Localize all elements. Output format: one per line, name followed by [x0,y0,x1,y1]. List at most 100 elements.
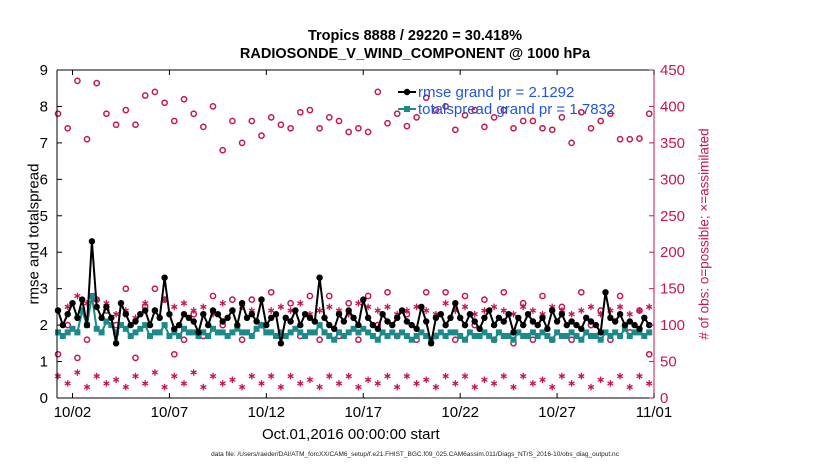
assimilated-obs-marker [423,307,430,314]
x-tick-label: 10/22 [441,404,479,421]
assimilated-obs-marker [287,372,294,380]
totalspread-point [316,322,323,329]
possible-obs-marker [510,124,517,132]
y-right-tick-label: 300 [660,171,685,188]
legend-spread-label: totalspread grand pr = 1.7832 [418,101,615,118]
rmse-point [326,321,333,329]
x-tick-label: 10/07 [151,404,189,421]
totalspread-point [122,325,129,332]
assimilated-obs-marker [403,372,411,380]
rmse-point [602,289,609,296]
totalspread-point [137,325,144,332]
totalspread-point [98,329,105,336]
possible-obs-marker [568,139,575,147]
rmse-point [64,311,71,318]
possible-obs-marker [471,106,479,114]
assimilated-obs-stroke [190,370,197,375]
totalspread-point [573,333,580,339]
assimilated-obs-marker [384,372,391,380]
y-left-tick-label: 6 [40,171,48,188]
assimilated-obs-stroke [578,373,585,379]
assimilated-obs-marker [238,383,246,391]
assimilated-obs-stroke [384,373,391,379]
assimilated-obs-stroke [267,308,275,313]
possible-obs-marker [190,110,198,118]
totalspread-point [602,329,609,336]
rmse-point [626,318,633,325]
assimilated-obs-marker [442,299,449,307]
assimilated-obs-stroke [645,381,653,386]
totalspread-point [287,329,294,336]
rmse-point [505,311,512,318]
totalspread-point [471,333,478,339]
rmse-point [132,318,139,325]
rmse-point [427,340,435,347]
assimilated-obs-stroke [171,304,178,310]
possible-obs-marker [248,296,256,303]
assimilated-obs-marker [481,376,488,384]
possible-obs-marker [539,124,546,132]
rmse-point [117,300,125,307]
totalspread-point [350,325,357,332]
rmse-point [369,321,377,329]
totalspread-point [88,293,95,299]
y-right-tick-label: 250 [660,208,685,225]
assimilated-obs-marker [326,303,333,311]
rmse-point [171,325,178,332]
possible-obs-marker [199,123,207,131]
possible-obs-marker [442,288,449,296]
assimilated-obs-marker [180,380,188,387]
possible-obs-marker [345,299,353,307]
rmse-point [466,311,474,318]
totalspread-point [607,333,614,339]
totalspread-point [224,333,231,339]
rmse-point [457,314,464,321]
totalspread-point [331,336,338,343]
possible-obs-marker [636,135,643,142]
totalspread-point [229,329,236,336]
rmse-point [224,314,231,321]
rmse-point [122,311,129,318]
x-tick-label: 10/27 [538,404,576,421]
rmse-point [258,296,265,303]
totalspread-point [500,333,507,339]
rmse-point [234,321,241,329]
rmse-point [335,311,343,318]
assimilated-obs-marker [364,376,372,384]
rmse-point [534,321,541,329]
rmse-point [524,311,532,318]
assimilated-obs-marker [151,369,159,376]
y-right-tick-label: 0 [660,390,668,407]
possible-obs-marker [74,354,81,362]
totalspread-point [486,333,493,339]
rmse-point [583,314,590,321]
assimilated-obs-stroke [64,381,71,386]
totalspread-point [253,325,260,332]
totalspread-point [64,329,71,336]
totalspread-point [306,329,313,336]
totalspread-point [394,333,401,339]
rmse-point [54,307,62,314]
rmse-point [408,321,415,329]
totalspread-point [156,329,163,336]
assimilated-obs-marker [219,299,226,307]
totalspread-point [55,329,61,336]
assimilated-obs-stroke [161,384,168,390]
possible-obs-marker [607,110,614,118]
assimilated-obs-marker [423,376,430,384]
possible-obs-marker [413,114,420,121]
assimilated-obs-marker [519,372,527,380]
assimilated-obs-marker [267,307,275,314]
totalspread-point [447,329,454,336]
rmse-point [277,340,285,347]
assimilated-obs-stroke [442,301,449,306]
rmse-point [437,311,444,318]
possible-obs-marker [316,336,323,344]
possible-obs-marker [461,111,469,119]
totalspread-point [161,322,168,329]
assimilated-obs-marker [597,376,604,384]
assimilated-obs-stroke [112,377,120,382]
rmse-point [384,318,391,325]
possible-obs-marker [490,114,498,121]
possible-obs-marker [306,106,314,114]
